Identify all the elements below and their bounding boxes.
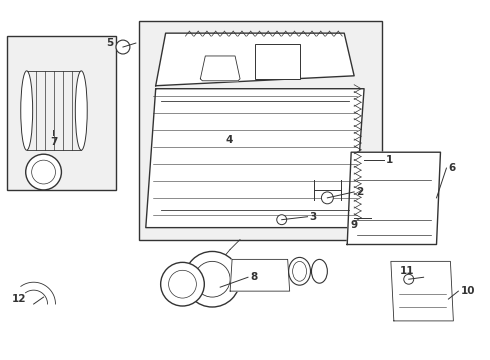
Circle shape — [25, 154, 61, 190]
Text: 11: 11 — [399, 266, 414, 276]
Ellipse shape — [293, 261, 307, 281]
Text: 9: 9 — [350, 220, 358, 230]
Circle shape — [184, 251, 240, 307]
Text: 4: 4 — [225, 135, 233, 145]
Ellipse shape — [75, 71, 87, 150]
Text: 7: 7 — [50, 137, 57, 147]
Polygon shape — [230, 260, 290, 291]
Text: 6: 6 — [448, 163, 456, 173]
Ellipse shape — [312, 260, 327, 283]
Circle shape — [195, 261, 230, 297]
Circle shape — [321, 192, 333, 204]
Circle shape — [404, 274, 414, 284]
Polygon shape — [200, 56, 240, 81]
Text: 3: 3 — [310, 212, 317, 222]
Text: 5: 5 — [106, 38, 113, 48]
Text: 1: 1 — [386, 155, 393, 165]
Ellipse shape — [289, 257, 311, 285]
Circle shape — [32, 160, 55, 184]
Text: 10: 10 — [460, 286, 475, 296]
Circle shape — [169, 270, 196, 298]
Circle shape — [161, 262, 204, 306]
Bar — [7, 36, 116, 190]
Ellipse shape — [21, 71, 33, 150]
Circle shape — [277, 215, 287, 225]
Bar — [255, 44, 299, 79]
Text: 8: 8 — [250, 272, 257, 282]
Text: 12: 12 — [12, 294, 26, 304]
Circle shape — [116, 40, 130, 54]
Bar — [139, 21, 382, 239]
Polygon shape — [156, 33, 354, 86]
Polygon shape — [391, 261, 453, 321]
Polygon shape — [146, 89, 364, 228]
Text: 2: 2 — [356, 187, 364, 197]
Polygon shape — [347, 152, 441, 244]
